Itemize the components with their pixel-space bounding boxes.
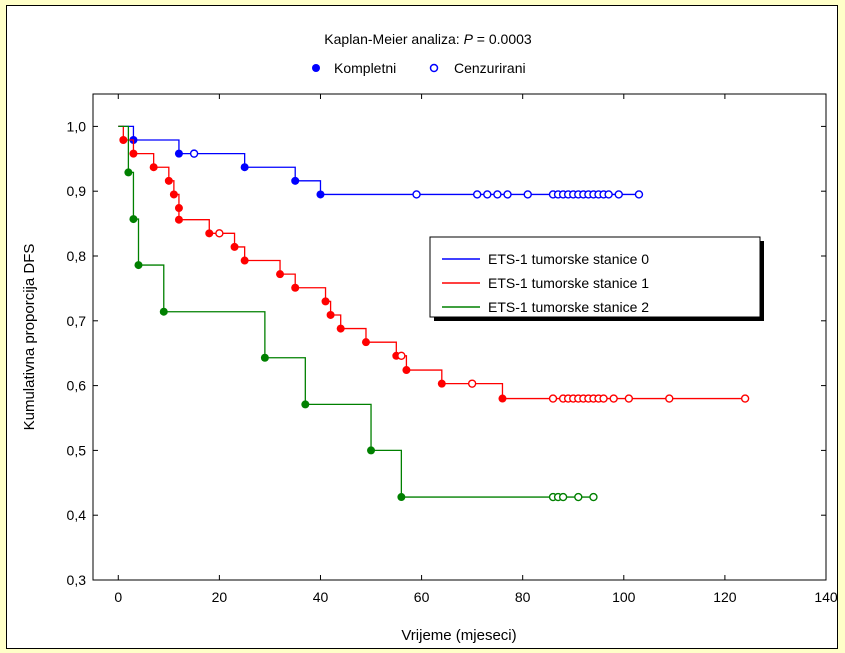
censored-point [599, 394, 608, 403]
complete-point [174, 215, 183, 224]
series-line [118, 125, 594, 498]
legend-box [429, 236, 761, 318]
censored-point [740, 394, 750, 403]
censored-point [397, 351, 406, 360]
y-axis-label: Kumulativna proporcija DFS [21, 244, 38, 431]
censored-point [412, 190, 421, 199]
complete-point [124, 168, 133, 177]
axis-ticks: 0 20 40 60 80 100 120 140 0,3 0,4 0,5 0,6 0,7 0,8 0,9 1… [67, 94, 838, 605]
complete-point [367, 446, 376, 455]
y-tick-label: 0,4 [67, 507, 87, 523]
complete-point [301, 400, 310, 409]
complete-point [230, 242, 239, 251]
complete-point [174, 204, 183, 213]
censored-point [215, 229, 224, 238]
y-tick-label: 0,5 [67, 442, 87, 458]
complete-point [169, 190, 178, 199]
y-tick-label: 0,8 [67, 248, 87, 264]
series-line [118, 125, 639, 196]
y-tick-label: 0,7 [67, 313, 87, 329]
complete-point [397, 493, 406, 502]
censored-point [609, 394, 618, 403]
complete-point [326, 310, 335, 319]
y-tick-label: 1,0 [67, 118, 87, 134]
complete-point [119, 136, 128, 145]
censored-point [624, 394, 634, 403]
complete-point [402, 366, 411, 375]
censored-point [523, 190, 532, 199]
censored-marker-icon [429, 63, 439, 73]
complete-point [260, 353, 269, 362]
complete-point [134, 261, 143, 270]
x-tick-label: 80 [515, 589, 531, 605]
censored-point [614, 190, 623, 199]
complete-point [149, 163, 158, 172]
x-tick-label: 40 [313, 589, 329, 605]
complete-point [321, 297, 330, 306]
censored-point [558, 492, 568, 502]
chart-title: Kaplan-Meier analiza: P = 0.0003 [324, 31, 532, 47]
complete-point [240, 256, 249, 265]
x-axis-label: Vrijeme (mjeseci) [401, 627, 516, 644]
series-legend: ETS-1 tumorske stanice 0 ETS-1 tumorske s… [429, 236, 764, 321]
censored-point [189, 149, 199, 158]
censored-point [548, 394, 558, 403]
legend-series-label: ETS-1 tumorske stanice 2 [488, 299, 649, 315]
complete-point [205, 229, 214, 238]
complete-marker-icon [312, 64, 320, 72]
legend-complete-label: Kompletni [334, 60, 396, 76]
y-tick-label: 0,9 [67, 183, 87, 199]
complete-point [291, 283, 300, 292]
x-tick-label: 0 [114, 589, 122, 605]
complete-point [174, 149, 183, 158]
legend-series-label: ETS-1 tumorske stanice 0 [488, 251, 649, 267]
complete-point [276, 270, 285, 279]
censored-point [467, 379, 477, 388]
complete-point [437, 379, 446, 388]
complete-point [129, 149, 138, 158]
legend-censored-label: Cenzurirani [454, 60, 526, 76]
y-tick-label: 0,3 [67, 572, 87, 588]
x-tick-label: 100 [612, 589, 636, 605]
plot-area [92, 93, 827, 581]
censored-point [604, 190, 613, 199]
complete-point [498, 394, 507, 403]
complete-point [129, 215, 138, 224]
complete-point [361, 338, 370, 347]
chart-frame [6, 5, 838, 649]
censored-point [589, 492, 598, 502]
x-tick-label: 120 [713, 589, 737, 605]
complete-point [291, 176, 300, 185]
censored-point [665, 394, 674, 403]
series-group [118, 125, 750, 502]
censored-point [503, 190, 512, 199]
censored-point [574, 492, 583, 502]
x-tick-label: 140 [814, 589, 838, 605]
complete-point [316, 190, 325, 199]
complete-point [159, 307, 168, 316]
complete-point [164, 176, 173, 185]
x-tick-label: 20 [212, 589, 228, 605]
complete-point [240, 163, 249, 172]
legend-series-label: ETS-1 tumorske stanice 1 [488, 275, 649, 291]
y-tick-label: 0,6 [67, 378, 87, 394]
censored-point [493, 190, 502, 199]
x-tick-label: 60 [414, 589, 430, 605]
censored-point [472, 190, 482, 199]
censored-point [634, 190, 644, 199]
censored-point [483, 190, 492, 199]
complete-point [336, 324, 345, 333]
